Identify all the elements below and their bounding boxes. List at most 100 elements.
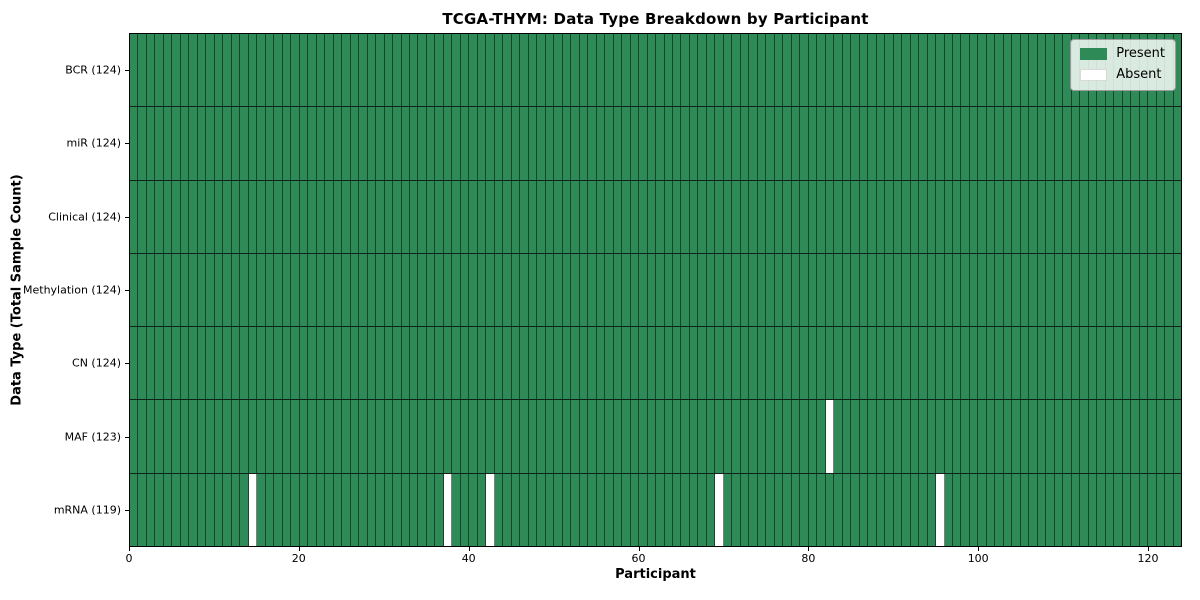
cell-methylation-54-present [588, 253, 597, 327]
cell-bcr-73-present [749, 34, 758, 107]
cell-clinical-51-present [562, 180, 572, 253]
cell-mir-51-present [562, 107, 572, 180]
cell-mrna-88-present [876, 473, 886, 546]
cell-maf-119-present [1139, 400, 1149, 473]
cell-methylation-73-present [749, 253, 758, 327]
heatmap-row-cn [130, 326, 1182, 400]
cell-maf-83-present [834, 400, 843, 473]
cell-cn-104-present [1012, 327, 1021, 400]
cell-mir-90-present [893, 107, 903, 180]
cell-clinical-8-present [197, 180, 207, 253]
x-tick-label-100: 100 [967, 552, 989, 565]
legend-item-absent: Absent [1080, 68, 1165, 82]
cell-methylation-4-present [163, 253, 173, 327]
cell-cn-18-present [282, 327, 292, 400]
cell-maf-29-present [376, 400, 385, 473]
cell-mir-80-present [808, 107, 818, 180]
cell-cn-66-present [689, 327, 699, 400]
cell-methylation-77-present [783, 253, 792, 327]
cell-maf-23-present [325, 400, 334, 473]
cell-mrna-6-present [180, 473, 190, 546]
cell-methylation-100-present [978, 253, 987, 327]
cell-bcr-49-present [545, 34, 555, 107]
cell-methylation-47-present [528, 253, 538, 327]
cell-mir-123-present [1173, 107, 1182, 180]
cell-mrna-23-present [325, 473, 334, 546]
cell-clinical-27-present [359, 180, 368, 253]
cell-bcr-28-present [367, 34, 377, 107]
cell-mir-75-present [766, 107, 775, 180]
cell-clinical-86-present [859, 180, 869, 253]
cell-mir-37-present [443, 107, 453, 180]
cell-bcr-99-present [969, 34, 979, 107]
cell-maf-81-present [817, 400, 826, 473]
cell-cn-46-present [520, 327, 529, 400]
cell-mir-91-present [902, 107, 911, 180]
cell-mrna-8-present [197, 473, 207, 546]
cell-cn-51-present [562, 327, 572, 400]
cell-mrna-89-present [885, 473, 894, 546]
cell-mrna-52-present [571, 473, 580, 546]
cell-clinical-110-present [1063, 180, 1072, 253]
cell-maf-33-present [409, 400, 419, 473]
cell-cn-102-present [995, 327, 1004, 400]
cell-methylation-74-present [757, 253, 767, 327]
cell-methylation-0-present [130, 253, 139, 327]
cell-bcr-5-present [172, 34, 181, 107]
cell-cn-31-present [393, 327, 402, 400]
cell-bcr-92-present [910, 34, 920, 107]
cell-methylation-93-present [919, 253, 928, 327]
cell-methylation-68-present [706, 253, 716, 327]
cell-methylation-33-present [409, 253, 419, 327]
cell-bcr-63-present [664, 34, 673, 107]
cell-mir-68-present [706, 107, 716, 180]
x-tick-mark-80 [808, 547, 810, 551]
cell-methylation-84-present [842, 253, 852, 327]
cell-mir-119-present [1139, 107, 1149, 180]
cell-mrna-74-present [757, 473, 767, 546]
cell-mir-54-present [588, 107, 597, 180]
cell-cn-52-present [571, 327, 580, 400]
cell-maf-98-present [961, 400, 970, 473]
y-tick-mark-maf [125, 436, 129, 438]
cell-cn-98-present [961, 327, 970, 400]
cell-mrna-35-present [426, 473, 436, 546]
cell-cn-83-present [834, 327, 843, 400]
cell-maf-113-present [1088, 400, 1098, 473]
cell-maf-22-present [316, 400, 326, 473]
cell-bcr-25-present [342, 34, 351, 107]
cell-maf-82-absent [825, 400, 835, 473]
cell-mir-81-present [817, 107, 826, 180]
cell-mrna-30-present [384, 473, 394, 546]
cell-clinical-60-present [639, 180, 648, 253]
cell-cn-117-present [1122, 327, 1132, 400]
cell-methylation-16-present [265, 253, 275, 327]
cell-bcr-48-present [537, 34, 546, 107]
cell-mir-15-present [257, 107, 266, 180]
cell-mir-67-present [698, 107, 707, 180]
cell-methylation-72-present [740, 253, 750, 327]
cell-maf-11-present [223, 400, 232, 473]
cell-methylation-71-present [732, 253, 741, 327]
cell-methylation-55-present [596, 253, 606, 327]
cell-maf-76-present [774, 400, 784, 473]
cell-bcr-58-present [622, 34, 631, 107]
cell-mir-63-present [664, 107, 673, 180]
cell-maf-111-present [1071, 400, 1081, 473]
cell-clinical-101-present [986, 180, 996, 253]
cell-mrna-76-present [774, 473, 784, 546]
cell-maf-61-present [647, 400, 657, 473]
cell-clinical-77-present [783, 180, 792, 253]
cell-mir-106-present [1029, 107, 1038, 180]
cell-mrna-61-present [647, 473, 657, 546]
cell-cn-53-present [579, 327, 589, 400]
cell-clinical-43-present [494, 180, 504, 253]
cell-mir-105-present [1020, 107, 1030, 180]
cell-mir-6-present [180, 107, 190, 180]
cell-bcr-31-present [393, 34, 402, 107]
cell-mir-110-present [1063, 107, 1072, 180]
cell-methylation-117-present [1122, 253, 1132, 327]
cell-clinical-28-present [367, 180, 377, 253]
cell-methylation-35-present [426, 253, 436, 327]
cell-clinical-67-present [698, 180, 707, 253]
